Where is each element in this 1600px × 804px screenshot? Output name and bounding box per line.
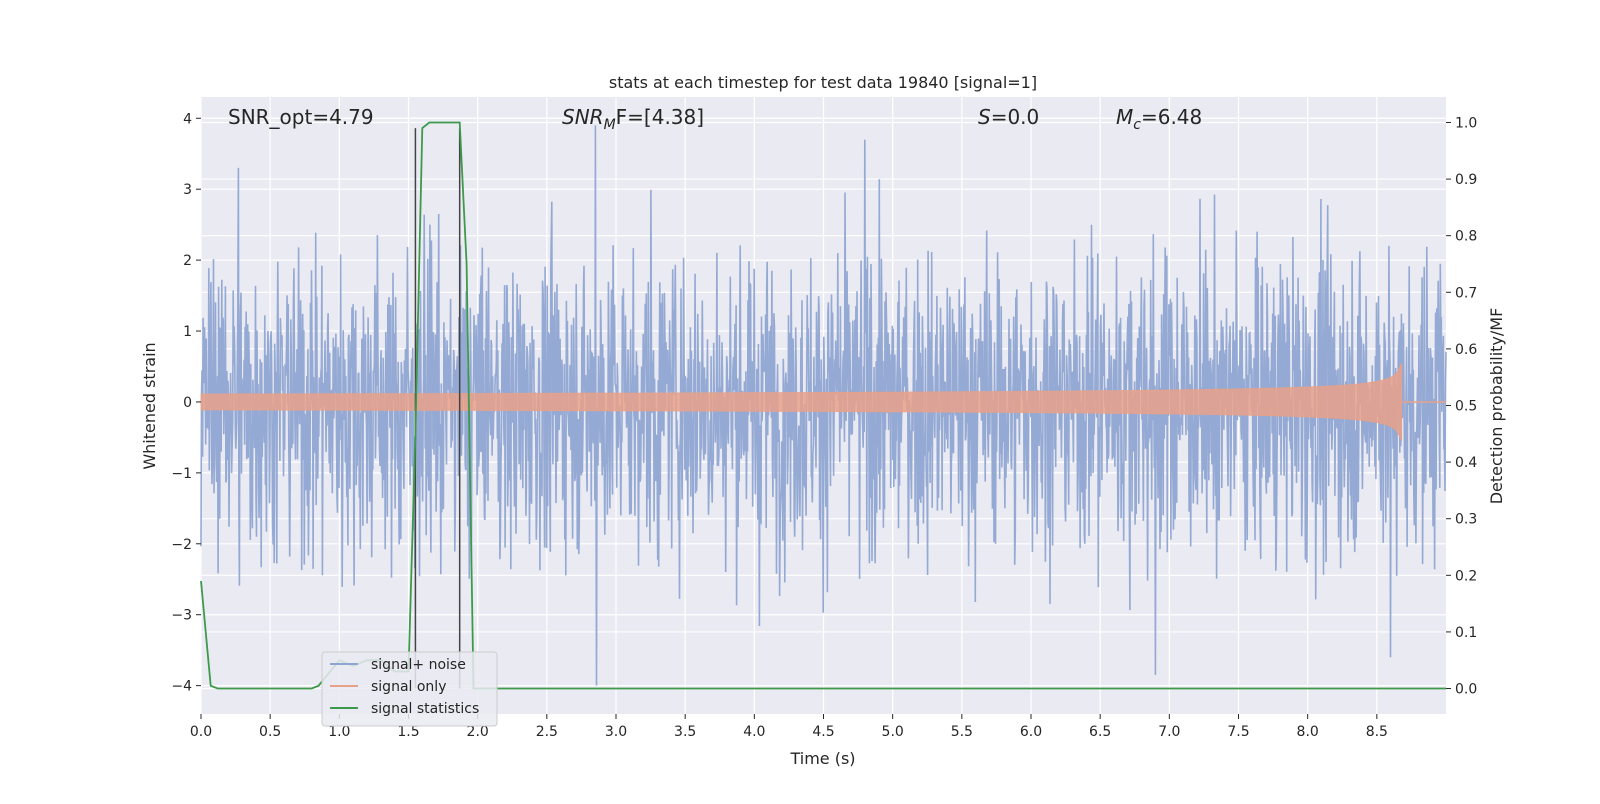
- legend-label-signal-plus-noise: signal+ noise: [371, 657, 466, 673]
- x-tick-label-12: 6.0: [1020, 724, 1042, 740]
- y-tick-label-7: −3: [171, 608, 192, 624]
- y-axis-ticks: 4 3 2 1 0 −1 −2 −3 −4: [171, 111, 201, 695]
- x-tick-label-14: 7.0: [1158, 724, 1180, 740]
- mc-rest: =6.48: [1141, 105, 1202, 129]
- annotation-mc: Mc=6.48: [1116, 105, 1202, 133]
- x-tick-label-1: 0.5: [259, 724, 281, 740]
- x-axis-ticks: 0.0 0.5 1.0 1.5 2.0 2.5 3.0 3.5 4.0 4.5 5.0 5.5 6.0 6…: [190, 714, 1388, 740]
- series-signal-only: [200, 363, 1446, 441]
- mc-base: M: [1116, 105, 1133, 129]
- mc-sub: c: [1133, 117, 1141, 133]
- y2-tick-label-5: 0.5: [1455, 399, 1477, 415]
- y2-tick-label-9: 0.1: [1455, 625, 1477, 641]
- x-tick-label-9: 4.5: [812, 724, 834, 740]
- legend-label-signal-statistics: signal statistics: [371, 701, 479, 717]
- x-tick-label-6: 3.0: [605, 724, 627, 740]
- y-tick-label-2: 2: [183, 253, 192, 269]
- x-tick-label-2: 1.0: [328, 724, 350, 740]
- y-axis-label: Whitened strain: [140, 342, 159, 469]
- snr-mf-sub: M: [604, 117, 616, 133]
- y2-tick-label-7: 0.3: [1455, 512, 1477, 528]
- y2-tick-label-4: 0.6: [1455, 342, 1477, 358]
- y2-tick-label-10: 0.0: [1455, 682, 1477, 698]
- y2-tick-label-3: 0.7: [1455, 285, 1477, 301]
- y-tick-label-4: 0: [183, 395, 192, 411]
- s-rest: =0.0: [991, 105, 1040, 129]
- x-tick-label-17: 8.5: [1366, 724, 1388, 740]
- y-tick-label-6: −2: [171, 537, 192, 553]
- annotation-snr-mf: SNRMF=[4.38]: [562, 105, 704, 133]
- y2-tick-label-6: 0.4: [1455, 455, 1477, 471]
- x-tick-label-15: 7.5: [1227, 724, 1249, 740]
- y2-axis-ticks: 1.0 0.9 0.8 0.7 0.6 0.5 0.4 0.3 0.2 0.1 0.0: [1446, 115, 1477, 698]
- snr-mf-rest: F=[4.38]: [616, 105, 704, 129]
- legend: signal+ noise signal only signal statist…: [321, 651, 498, 727]
- y2-tick-label-0: 1.0: [1455, 115, 1477, 131]
- x-tick-label-4: 2.0: [467, 724, 489, 740]
- x-tick-label-3: 1.5: [397, 724, 419, 740]
- annotation-snr-opt: SNR_opt=4.79: [228, 105, 374, 129]
- x-tick-label-5: 2.5: [536, 724, 558, 740]
- y2-tick-label-1: 0.9: [1455, 172, 1477, 188]
- x-tick-label-13: 6.5: [1089, 724, 1111, 740]
- x-axis-label: Time (s): [789, 749, 855, 768]
- y-tick-label-0: 4: [183, 111, 192, 127]
- x-tick-label-0: 0.0: [190, 724, 212, 740]
- chart-title: stats at each timestep for test data 198…: [609, 73, 1037, 92]
- s-var: S: [978, 105, 991, 129]
- x-tick-label-8: 4.0: [743, 724, 765, 740]
- annotation-s: S=0.0: [978, 105, 1039, 129]
- chirp-band: [200, 363, 1403, 441]
- snr-mf-base: SNR: [562, 105, 604, 129]
- x-tick-label-16: 8.0: [1297, 724, 1319, 740]
- y2-axis-label: Detection probability/MF: [1487, 308, 1506, 505]
- x-tick-label-10: 5.0: [882, 724, 904, 740]
- y2-tick-label-2: 0.8: [1455, 229, 1477, 245]
- x-tick-label-11: 5.5: [951, 724, 973, 740]
- y2-tick-label-8: 0.2: [1455, 568, 1477, 584]
- legend-label-signal-only: signal only: [371, 679, 446, 695]
- y-tick-label-1: 3: [183, 182, 192, 198]
- y-tick-label-3: 1: [183, 324, 192, 340]
- legend-box: [321, 651, 498, 727]
- y-tick-label-5: −1: [171, 466, 192, 482]
- x-tick-label-7: 3.5: [674, 724, 696, 740]
- y-tick-label-8: −4: [171, 679, 192, 695]
